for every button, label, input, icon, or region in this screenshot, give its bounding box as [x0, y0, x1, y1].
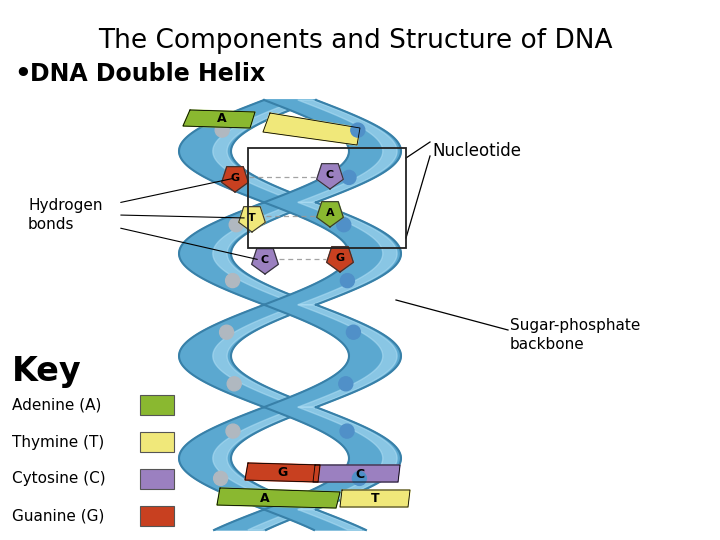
Text: DNA Double Helix: DNA Double Helix	[30, 62, 265, 86]
Circle shape	[346, 325, 361, 339]
Text: Sugar-phosphate
backbone: Sugar-phosphate backbone	[510, 318, 640, 353]
Text: C: C	[326, 170, 334, 180]
Circle shape	[215, 123, 229, 137]
Polygon shape	[179, 305, 316, 407]
Polygon shape	[264, 407, 401, 510]
Circle shape	[225, 274, 240, 288]
Polygon shape	[298, 100, 397, 202]
Text: C: C	[261, 255, 269, 265]
Text: •: •	[14, 62, 31, 88]
Text: Adenine (A): Adenine (A)	[12, 397, 102, 413]
Text: T: T	[248, 213, 256, 223]
Polygon shape	[298, 407, 397, 510]
Circle shape	[226, 424, 240, 438]
Circle shape	[340, 424, 354, 438]
Polygon shape	[340, 490, 410, 507]
Polygon shape	[298, 202, 397, 305]
Polygon shape	[313, 465, 400, 482]
Text: Key: Key	[12, 355, 81, 388]
Polygon shape	[183, 110, 255, 128]
Text: Guanine (G): Guanine (G)	[12, 509, 104, 523]
Text: Hydrogen
bonds: Hydrogen bonds	[28, 198, 102, 232]
Polygon shape	[213, 202, 312, 305]
Polygon shape	[179, 202, 316, 305]
FancyBboxPatch shape	[140, 432, 174, 452]
Polygon shape	[213, 100, 312, 202]
Polygon shape	[317, 201, 343, 227]
Polygon shape	[222, 167, 248, 192]
Polygon shape	[217, 488, 340, 508]
Polygon shape	[252, 249, 279, 274]
Circle shape	[229, 218, 243, 232]
Polygon shape	[264, 510, 366, 530]
Polygon shape	[179, 100, 316, 202]
Circle shape	[214, 471, 228, 485]
Text: The Components and Structure of DNA: The Components and Structure of DNA	[98, 28, 612, 54]
Circle shape	[339, 377, 353, 391]
Text: A: A	[260, 491, 270, 504]
Text: C: C	[356, 468, 364, 481]
Polygon shape	[248, 510, 312, 530]
Polygon shape	[264, 305, 401, 407]
Circle shape	[352, 471, 366, 485]
FancyBboxPatch shape	[140, 469, 174, 489]
FancyBboxPatch shape	[140, 395, 174, 415]
Text: G: G	[230, 173, 240, 183]
Text: A: A	[325, 208, 334, 218]
Circle shape	[224, 171, 238, 184]
FancyBboxPatch shape	[140, 506, 174, 526]
Text: A: A	[217, 112, 227, 125]
Circle shape	[341, 274, 354, 288]
Circle shape	[228, 377, 241, 391]
Polygon shape	[245, 463, 320, 482]
Text: Cytosine (C): Cytosine (C)	[12, 471, 106, 487]
Polygon shape	[298, 305, 397, 407]
Polygon shape	[263, 113, 360, 145]
Polygon shape	[317, 164, 343, 189]
Polygon shape	[239, 207, 265, 232]
Polygon shape	[264, 202, 401, 305]
Polygon shape	[213, 305, 312, 407]
Circle shape	[220, 325, 233, 339]
Circle shape	[337, 218, 351, 232]
Text: Nucleotide: Nucleotide	[432, 142, 521, 160]
Text: G: G	[336, 253, 345, 263]
Text: T: T	[371, 492, 379, 505]
Polygon shape	[327, 247, 354, 272]
Circle shape	[342, 171, 356, 184]
Text: G: G	[278, 465, 288, 478]
Polygon shape	[214, 510, 316, 530]
Polygon shape	[213, 407, 312, 510]
Polygon shape	[264, 100, 401, 202]
Polygon shape	[298, 510, 362, 530]
Circle shape	[351, 123, 365, 137]
Text: Thymine (T): Thymine (T)	[12, 435, 104, 449]
Polygon shape	[179, 407, 316, 510]
